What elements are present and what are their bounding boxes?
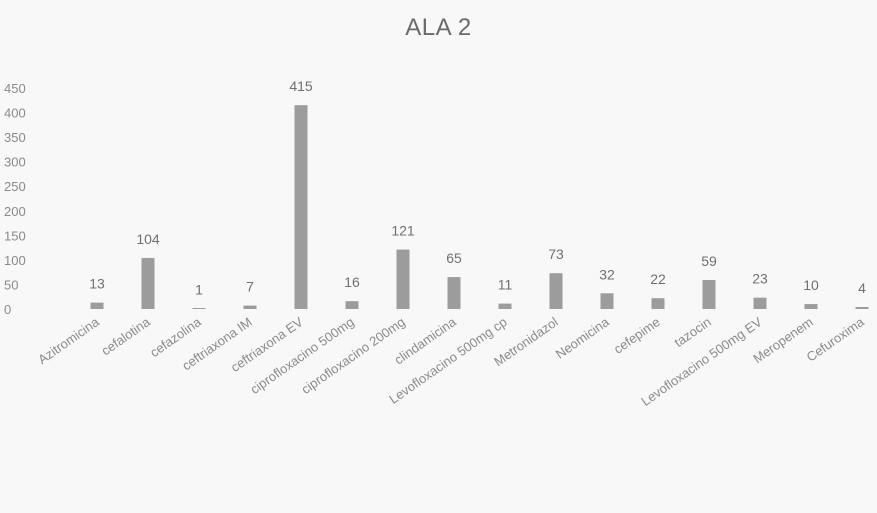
data-label: 13: [89, 276, 105, 292]
bar-13: [702, 280, 716, 309]
x-tick-label: Cefuroxima: [804, 314, 868, 365]
bar-4: [243, 305, 257, 309]
x-tick-label: tazocin: [671, 314, 713, 350]
y-tick-label: 250: [4, 179, 26, 194]
x-tick-label: Neomicina: [553, 314, 613, 362]
data-label: 65: [446, 250, 462, 266]
bar-5: [294, 105, 308, 309]
data-label: 10: [803, 277, 819, 293]
bar-10: [549, 273, 563, 309]
bar-2: [141, 257, 155, 309]
data-label: 415: [289, 78, 313, 94]
bar-12: [651, 298, 665, 309]
data-label: 16: [344, 274, 360, 290]
bar-11: [600, 293, 614, 309]
data-label: 104: [136, 231, 160, 247]
bar-9: [498, 303, 512, 309]
y-tick-label: 200: [4, 204, 26, 219]
y-tick-label: 0: [4, 302, 11, 317]
bar-7: [396, 249, 410, 309]
bar-14: [753, 297, 767, 309]
bar-3: [192, 308, 206, 309]
bar-15: [804, 304, 818, 309]
data-label: 73: [548, 246, 564, 262]
y-tick-label: 100: [4, 253, 26, 268]
data-label: 1: [195, 282, 203, 298]
y-tick-label: 350: [4, 130, 26, 145]
x-tick-label: cefalotina: [99, 314, 154, 359]
bar-16: [855, 307, 869, 309]
data-label: 121: [391, 223, 415, 239]
x-axis: Azitromicinacefalotinacefazolinaceftriax…: [35, 314, 867, 409]
data-label: 11: [498, 277, 513, 293]
bars: [90, 105, 869, 309]
y-tick-label: 450: [4, 81, 26, 96]
y-axis: 0 50 100 150 200 250 300 350 400 450: [4, 81, 26, 317]
y-tick-label: 400: [4, 106, 26, 121]
y-tick-label: 150: [4, 228, 26, 243]
bar-6: [345, 301, 359, 309]
data-label: 59: [701, 253, 717, 269]
data-label: 7: [246, 279, 254, 295]
x-tick-label: Azitromicina: [35, 314, 102, 367]
bar-8: [447, 277, 461, 309]
data-label: 23: [752, 271, 768, 287]
y-tick-label: 300: [4, 155, 26, 170]
bar-1: [90, 302, 104, 309]
x-tick-label: cefepime: [611, 314, 663, 357]
chart-title: ALA 2: [405, 14, 472, 41]
data-label: 22: [650, 271, 666, 287]
y-tick-label: 50: [4, 277, 18, 292]
data-label: 32: [599, 266, 615, 282]
data-label: 4: [858, 280, 866, 296]
